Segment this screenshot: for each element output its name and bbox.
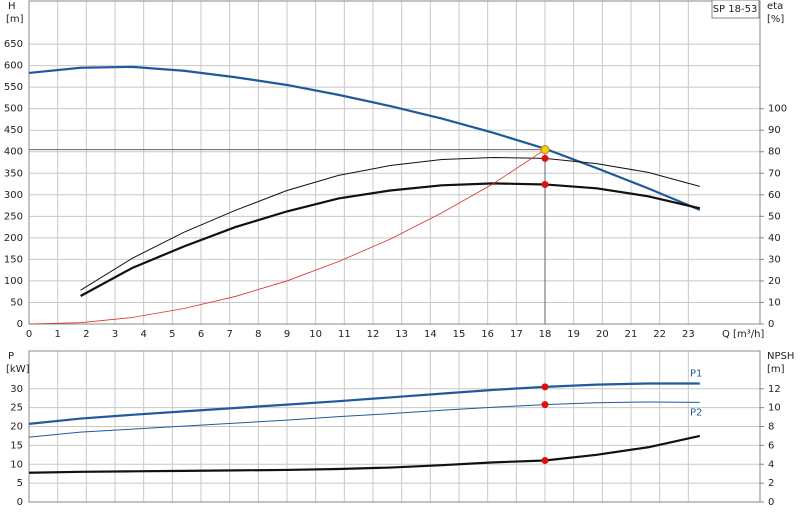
curve bbox=[28, 434, 701, 474]
y-tick-label: 25 bbox=[10, 403, 23, 414]
y-tick-label: 450 bbox=[4, 125, 23, 136]
x-tick-label: 17 bbox=[510, 329, 523, 340]
x-tick-label: 4 bbox=[140, 329, 146, 340]
curve bbox=[28, 65, 701, 211]
curve bbox=[28, 382, 700, 425]
y-tick-label: 300 bbox=[4, 190, 23, 201]
y2-tick-label: 0 bbox=[768, 319, 774, 330]
y2-tick-label: 12 bbox=[768, 384, 781, 395]
y-axis-label: P bbox=[8, 351, 14, 362]
y2-tick-label: 80 bbox=[768, 147, 781, 158]
curve-label: P2 bbox=[690, 407, 702, 418]
y2-axis-unit: [m] bbox=[767, 364, 785, 375]
x-tick-label: 2 bbox=[83, 329, 89, 340]
curve bbox=[28, 149, 546, 325]
y-tick-label: 550 bbox=[4, 82, 23, 93]
highlight-point bbox=[541, 383, 549, 391]
y-tick-label: 0 bbox=[17, 319, 23, 330]
y-tick-label: 50 bbox=[10, 297, 23, 308]
x-tick-label: 21 bbox=[625, 329, 638, 340]
duty-point bbox=[540, 145, 550, 155]
x-tick-label: 20 bbox=[596, 329, 609, 340]
x-tick-label: 7 bbox=[226, 329, 232, 340]
highlight-point bbox=[541, 154, 549, 162]
x-tick-label: 23 bbox=[682, 329, 695, 340]
y2-tick-label: 10 bbox=[768, 297, 781, 308]
highlight-point bbox=[541, 401, 549, 409]
y-tick-label: 500 bbox=[4, 104, 23, 115]
y2-tick-label: 30 bbox=[768, 254, 781, 265]
x-tick-label: 13 bbox=[395, 329, 408, 340]
highlight-point bbox=[541, 456, 549, 464]
y2-axis-label: NPSH bbox=[767, 351, 794, 362]
y2-axis-label: eta bbox=[767, 1, 783, 12]
curve bbox=[80, 182, 701, 297]
x-tick-label: 9 bbox=[284, 329, 290, 340]
x-tick-label: 3 bbox=[112, 329, 118, 340]
y-tick-label: 20 bbox=[10, 422, 23, 433]
x-axis-label: Q [m³/h] bbox=[722, 329, 764, 340]
y2-tick-label: 20 bbox=[768, 276, 781, 287]
y2-tick-label: 90 bbox=[768, 125, 781, 136]
y-tick-label: 200 bbox=[4, 233, 23, 244]
x-tick-label: 18 bbox=[539, 329, 552, 340]
x-tick-label: 15 bbox=[453, 329, 466, 340]
y-axis-unit: [m] bbox=[6, 14, 24, 25]
y-tick-label: 0 bbox=[17, 497, 23, 508]
plot-area bbox=[29, 1, 760, 324]
x-tick-label: 11 bbox=[338, 329, 351, 340]
y-tick-label: 350 bbox=[4, 168, 23, 179]
y2-tick-label: 50 bbox=[768, 211, 781, 222]
y-tick-label: 10 bbox=[10, 459, 23, 470]
y2-tick-label: 60 bbox=[768, 190, 781, 201]
curve-label: P1 bbox=[690, 368, 702, 379]
y2-tick-label: 0 bbox=[768, 497, 774, 508]
y-tick-label: 100 bbox=[4, 276, 23, 287]
y-tick-label: 250 bbox=[4, 211, 23, 222]
y2-tick-label: 70 bbox=[768, 168, 781, 179]
plot-frame bbox=[28, 350, 761, 503]
y2-tick-label: 10 bbox=[768, 403, 781, 414]
y2-tick-label: 2 bbox=[768, 478, 774, 489]
y2-tick-label: 6 bbox=[768, 440, 774, 451]
y-axis-label: H bbox=[8, 1, 16, 12]
y-tick-label: 15 bbox=[10, 440, 23, 451]
y-tick-label: 650 bbox=[4, 39, 23, 50]
x-tick-label: 22 bbox=[653, 329, 666, 340]
x-tick-label: 5 bbox=[169, 329, 175, 340]
x-tick-label: 19 bbox=[567, 329, 580, 340]
plot-frame bbox=[28, 0, 761, 325]
y-tick-label: 400 bbox=[4, 147, 23, 158]
x-tick-label: 14 bbox=[424, 329, 437, 340]
y-tick-label: 5 bbox=[17, 478, 23, 489]
x-tick-label: 10 bbox=[309, 329, 322, 340]
x-tick-label: 16 bbox=[481, 329, 494, 340]
y-axis-unit: [kW] bbox=[6, 364, 30, 375]
x-tick-label: 1 bbox=[54, 329, 60, 340]
y-tick-label: 600 bbox=[4, 61, 23, 72]
y2-tick-label: 40 bbox=[768, 233, 781, 244]
y-tick-label: 150 bbox=[4, 254, 23, 265]
y-tick-label: 30 bbox=[10, 384, 23, 395]
y2-axis-unit: [%] bbox=[767, 14, 784, 25]
annotation: SP 18-53 bbox=[713, 4, 758, 15]
x-tick-label: 0 bbox=[26, 329, 32, 340]
annotation-box bbox=[711, 0, 760, 19]
curve bbox=[80, 157, 700, 291]
x-tick-label: 8 bbox=[255, 329, 261, 340]
highlight-point bbox=[541, 180, 549, 188]
curve bbox=[28, 401, 700, 438]
x-tick-label: 6 bbox=[198, 329, 204, 340]
y2-tick-label: 4 bbox=[768, 459, 774, 470]
y2-tick-label: 100 bbox=[768, 104, 787, 115]
y2-tick-label: 8 bbox=[768, 422, 774, 433]
x-tick-label: 12 bbox=[367, 329, 380, 340]
